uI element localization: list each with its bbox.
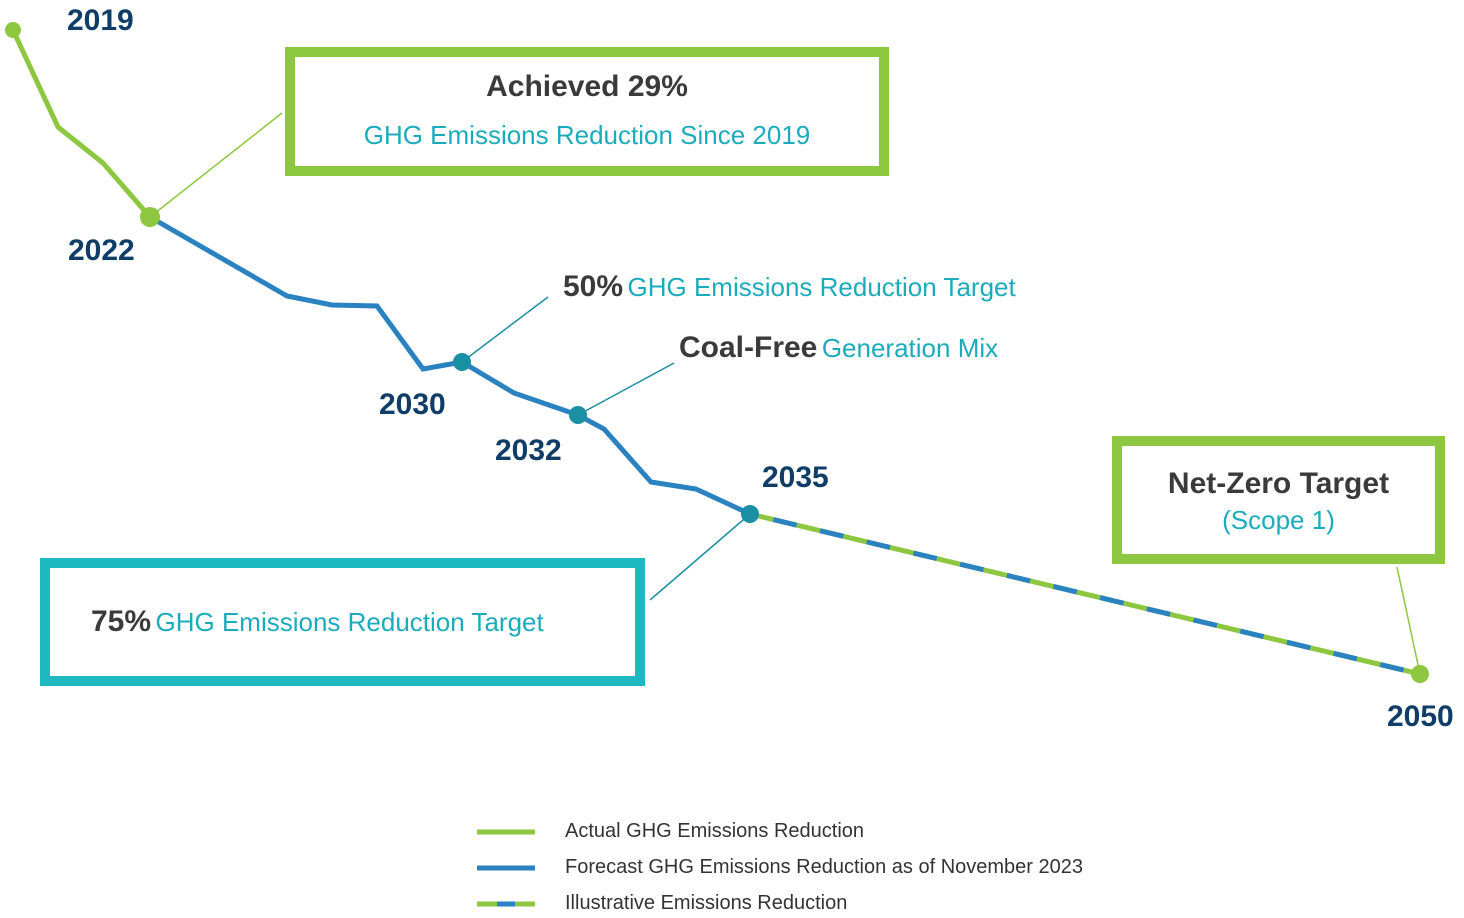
- leader: [649, 513, 751, 601]
- callout-text: GHG Emissions Reduction Target: [627, 272, 1016, 302]
- legend-label: Illustrative Emissions Reduction: [565, 892, 848, 914]
- year: 2019: [67, 4, 134, 37]
- callout-text: (Scope 1): [1222, 505, 1335, 535]
- year: 2030: [379, 388, 446, 421]
- actual-line: [10, 28, 152, 219]
- callout-text: GHG Emissions Reduction Target: [155, 607, 544, 637]
- callout-title: Coal-Free: [679, 331, 818, 364]
- year: 2032: [495, 434, 562, 467]
- leader: [1396, 566, 1421, 675]
- dot: [453, 353, 471, 371]
- dot: [569, 406, 587, 424]
- callout-text: Generation Mix: [821, 333, 999, 363]
- forecast-line: [148, 214, 752, 517]
- callout-box: [1112, 436, 1445, 564]
- legend-label: Forecast GHG Emissions Reduction as of N…: [565, 856, 1083, 878]
- dot: [1411, 665, 1429, 683]
- callout-title: Net-Zero Target: [1167, 467, 1390, 500]
- callout-title: Achieved 29%: [486, 70, 688, 103]
- year: 2022: [68, 234, 135, 267]
- callout-text: GHG Emissions Reduction Since 2019: [363, 120, 811, 150]
- dot: [741, 505, 759, 523]
- year: 2050: [1387, 700, 1454, 733]
- callout: 75% GHG Emissions Reduction Target: [91, 605, 544, 639]
- callout-title: 50%: [563, 270, 624, 303]
- leader: [149, 112, 283, 218]
- callout-box: [285, 47, 889, 176]
- year: 2035: [762, 461, 829, 494]
- callout: Coal-Free Generation Mix: [679, 331, 998, 365]
- dot: [140, 207, 160, 227]
- illustrative-line: [749, 511, 1421, 677]
- leader: [461, 296, 549, 363]
- dot: [5, 22, 21, 38]
- callout-title: 75%: [91, 605, 152, 638]
- legend-label: Actual GHG Emissions Reduction: [565, 820, 865, 842]
- callout: 50% GHG Emissions Reduction Target: [563, 270, 1016, 304]
- callout-box: [40, 558, 645, 686]
- leader: [577, 362, 675, 416]
